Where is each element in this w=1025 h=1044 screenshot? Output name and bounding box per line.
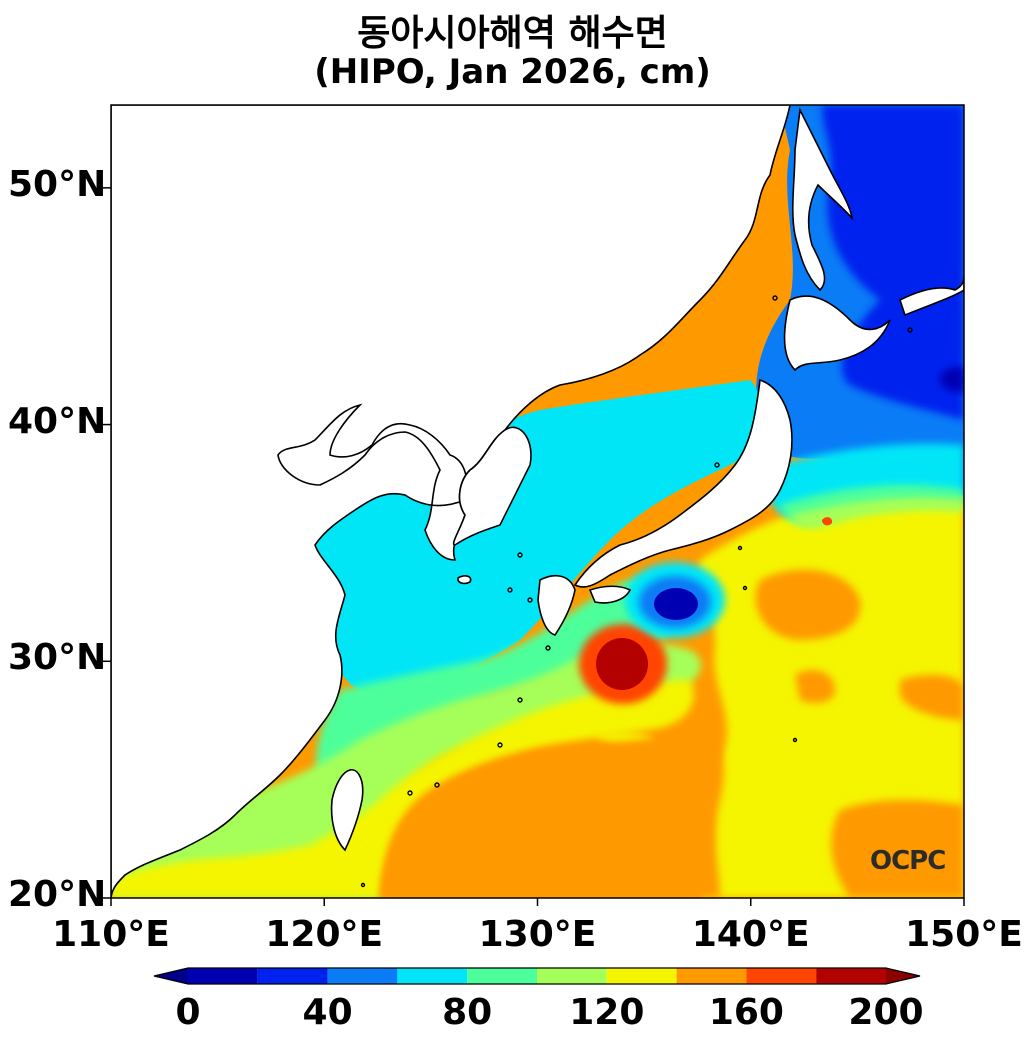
x-tick-label: 110°E: [52, 914, 170, 955]
field-patch-orange-se: [831, 800, 964, 898]
y-tick-label: 20°N: [8, 874, 107, 915]
land-hokkaido: [783, 295, 891, 372]
field-band-140-160-south: [380, 734, 724, 898]
y-tick-label: 50°N: [8, 163, 107, 205]
warm-spot-east: [822, 517, 833, 526]
small-islands: [360, 295, 913, 888]
field-patch-orange-east-2: [795, 670, 835, 703]
colorbar-segment: [676, 968, 747, 984]
land-shikoku: [588, 585, 632, 604]
ocpc-logo: OCPC: [870, 846, 946, 876]
colorbar-segment: [467, 968, 537, 984]
colorbar-tick-label: 120: [569, 992, 645, 1033]
land-jeju: [457, 575, 472, 585]
sea-level-field: [111, 105, 964, 898]
colorbar-over-arrow: [886, 968, 920, 984]
colorbar-outline: [153, 967, 921, 985]
land-honshu: [573, 378, 793, 588]
colorbar-tick-label: 160: [708, 992, 784, 1033]
x-tick-label: 120°E: [265, 914, 384, 955]
y-tick-label: 30°N: [8, 637, 107, 679]
field-band-100-120-pacific: [790, 498, 964, 529]
land: [111, 105, 964, 898]
y-tick-label: 40°N: [8, 400, 107, 442]
colorbar-tick-label: 80: [442, 992, 493, 1033]
field-band-60-80-marginal-seas: [300, 380, 761, 694]
colorbar-segment: [746, 968, 817, 984]
colorbar-segment: [816, 968, 886, 984]
colorbar-segment: [537, 968, 607, 984]
colorbar-segment: [188, 968, 258, 984]
land-asia-mainland: [111, 105, 791, 898]
cold-eddy: [625, 562, 725, 638]
field-patch-orange-east-3: [900, 674, 964, 720]
colorbar: [153, 967, 921, 985]
colorbar-tick-label: 0: [175, 992, 201, 1033]
x-tick-label: 140°E: [691, 914, 810, 955]
land-kyushu: [537, 574, 576, 636]
land-sakhalin: [791, 107, 854, 292]
colorbar-tick-label: 200: [848, 992, 924, 1033]
map-subtitle: (HIPO, Jan 2026, cm): [314, 52, 711, 92]
field-patch-orange-east: [755, 569, 861, 640]
colorbar-segment: [397, 968, 468, 984]
field-band-80-100-ecs: [316, 573, 691, 790]
y-ticks: [103, 187, 111, 899]
colorbar-segment: [257, 968, 328, 984]
x-tick-label: 150°E: [905, 914, 1023, 955]
colorbar-segment: [606, 968, 677, 984]
field-band-120-140-south: [111, 680, 694, 898]
x-tick-label: 130°E: [478, 914, 597, 955]
colorbar-tick-label: 40: [302, 992, 353, 1033]
colorbar-segment: [327, 968, 398, 984]
land-korea: [452, 426, 532, 546]
colorbar-under-arrow: [154, 968, 188, 984]
field-band-0-20: [939, 366, 964, 392]
land-taiwan: [330, 769, 364, 852]
warm-eddy: [579, 624, 667, 704]
x-ticks: [110, 898, 965, 906]
map-title: 동아시아해역 해수면: [357, 13, 668, 54]
